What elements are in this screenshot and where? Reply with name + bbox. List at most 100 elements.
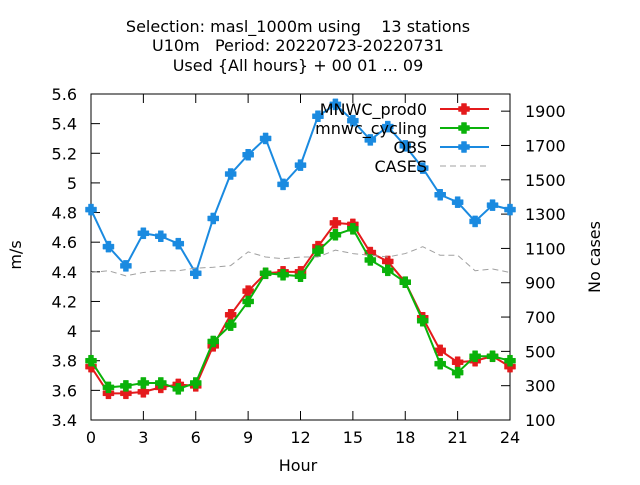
x-tick-label: 12: [290, 428, 310, 447]
x-tick-label: 15: [343, 428, 363, 447]
title-line-2: U10m Period: 20220723-20220731: [152, 36, 444, 55]
y-tick-label: 4: [67, 322, 77, 341]
data-point-obs: [224, 168, 237, 180]
legend-marker-obs: [458, 141, 470, 153]
data-point-mnwc-cycling: [277, 269, 289, 281]
x-tick-label: 9: [243, 428, 253, 447]
data-point-mnwc-cycling: [347, 223, 359, 235]
chart-title: Selection: masl_1000m using 13 stations …: [126, 17, 470, 75]
x-tick-label: 3: [138, 428, 148, 447]
y2-tick-label: 700: [525, 308, 556, 327]
data-point-obs: [312, 110, 324, 122]
x-tick-label: 6: [191, 428, 201, 447]
title-line-1: Selection: masl_1000m using 13 stations: [126, 17, 470, 37]
data-point-obs: [434, 189, 446, 201]
legend-label-cases: CASES: [374, 157, 427, 176]
data-point-obs: [382, 120, 394, 133]
data-point-mnwc-cycling: [155, 377, 167, 389]
data-point-mnwc-cycling: [172, 383, 185, 395]
data-point-obs: [504, 203, 516, 216]
data-point-mnwc-cycling: [294, 270, 307, 283]
data-point-mnwc-cycling: [137, 377, 150, 389]
y-tick-label: 5: [67, 174, 77, 193]
data-point-obs: [486, 199, 499, 211]
data-point-mnwc-cycling: [504, 354, 516, 367]
y2-tick-label: 900: [525, 274, 556, 293]
legend-marker-mnwc-prod0: [458, 103, 470, 115]
data-point-obs: [294, 159, 307, 171]
y-tick-label: 3.4: [52, 411, 77, 430]
y-tick-label: 5.2: [52, 144, 77, 163]
data-point-obs: [259, 132, 272, 145]
data-point-obs: [102, 240, 115, 253]
data-point-obs: [190, 267, 202, 280]
y-tick-label: 4.2: [52, 292, 77, 311]
data-point-mnwc-cycling: [242, 295, 254, 308]
data-point-obs: [207, 212, 219, 225]
series-line-cases: [90, 246, 511, 277]
y2-tick-label: 1900: [525, 102, 566, 121]
y-tick-label: 3.6: [52, 381, 77, 400]
x-tick-label: 24: [500, 428, 520, 447]
x-tick-label: 18: [395, 428, 415, 447]
data-point-obs: [399, 140, 411, 152]
series-line-mnwc-cycling: [90, 227, 511, 390]
y-tick-label: 5.6: [52, 85, 77, 104]
data-point-obs: [347, 114, 359, 127]
y2-axis-title: No cases: [585, 221, 604, 293]
data-point-mnwc-cycling: [120, 380, 132, 392]
y-axis-title: m/s: [6, 240, 25, 269]
y-tick-label: 3.8: [52, 352, 77, 371]
data-point-obs: [155, 230, 167, 243]
data-point-obs: [364, 134, 377, 146]
data-point-obs: [120, 260, 132, 272]
data-point-mnwc-cycling: [207, 335, 219, 348]
y-tick-label: 5.4: [52, 115, 77, 134]
y2-tick-label: 1700: [525, 136, 566, 155]
y2-tick-label: 1300: [525, 205, 566, 224]
data-point-mnwc-cycling: [486, 350, 499, 363]
y2-tick-label: 300: [525, 377, 556, 396]
data-point-mnwc-cycling: [312, 245, 324, 257]
plot-area: 0 3 6 9 12 15 18 21 24 3.4 3.6 3.8 4 4.2 4.4 4.6 4.8 5 5.2…: [52, 85, 566, 447]
data-point-mnwc-cycling: [469, 350, 481, 363]
y2-tick-label: 100: [525, 411, 556, 430]
legend-marker-mnwc-cycling: [458, 122, 470, 134]
y-tick-label: 4.8: [52, 204, 77, 223]
data-point-mnwc-cycling: [399, 276, 411, 288]
x-axis-title: Hour: [279, 456, 318, 475]
data-point-obs: [137, 227, 150, 240]
data-point-mnwc-cycling: [190, 377, 202, 389]
legend-label-mnwc-prod0: MNWC_prod0: [320, 100, 427, 120]
plot-border: [90, 93, 511, 421]
y2-tick-label: 1100: [525, 239, 566, 258]
data-point-mnwc-cycling: [102, 381, 115, 394]
data-point-mnwc-cycling: [259, 267, 272, 280]
data-point-mnwc-prod0: [137, 386, 150, 398]
data-point-mnwc-cycling: [364, 254, 377, 266]
legend-label-obs: OBS: [394, 138, 427, 157]
data-point-obs: [172, 237, 185, 250]
data-point-obs: [416, 162, 429, 174]
data-point-mnwc-cycling: [329, 229, 342, 241]
data-point-mnwc-cycling: [416, 314, 429, 327]
x-tick-label: 21: [447, 428, 467, 447]
legend-label-mnwc-cycling: mnwc_cycling: [315, 119, 427, 139]
data-point-obs: [277, 178, 289, 191]
data-point-mnwc-cycling: [224, 319, 237, 331]
data-point-mnwc-cycling: [451, 366, 464, 379]
data-point-obs: [242, 149, 254, 161]
data-point-mnwc-cycling: [85, 354, 97, 367]
y2-tick-label: 500: [525, 342, 556, 361]
y2-tick-label: 1500: [525, 171, 566, 190]
data-point-obs: [85, 203, 97, 216]
data-point-mnwc-cycling: [382, 264, 394, 277]
series-line-obs: [90, 103, 511, 275]
title-line-3: Used {All hours} + 00 01 ... 09: [173, 56, 424, 75]
data-point-obs: [329, 98, 342, 111]
data-point-mnwc-prod0: [329, 217, 342, 229]
y-tick-label: 4.6: [52, 233, 77, 252]
